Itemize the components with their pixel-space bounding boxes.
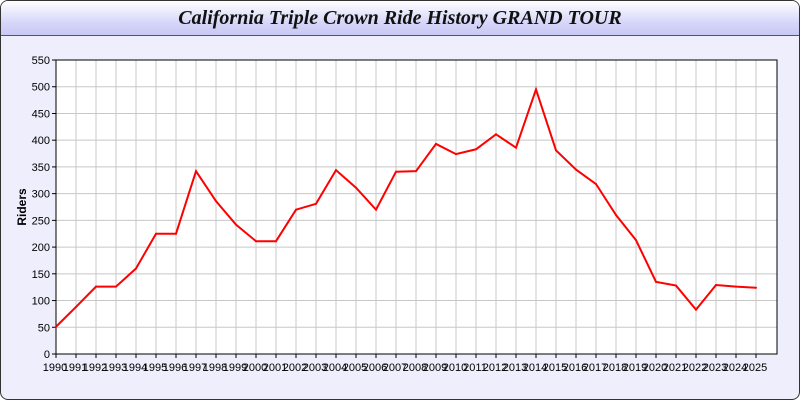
data-point (55, 325, 57, 328)
x-tick-label: 2023 (703, 362, 727, 374)
x-tick-label: 2004 (323, 362, 347, 374)
data-point (695, 308, 697, 311)
x-tick-label: 1993 (103, 362, 127, 374)
y-tick-label: 100 (32, 296, 50, 308)
x-tick-label: 2018 (603, 362, 627, 374)
x-tick-label: 2017 (583, 362, 607, 374)
data-point (735, 285, 737, 288)
x-tick-label: 2005 (343, 362, 367, 374)
data-point (595, 183, 597, 186)
x-tick-label: 2025 (743, 362, 767, 374)
data-point (455, 153, 457, 156)
y-tick-label: 200 (32, 242, 50, 254)
x-tick-label: 2010 (443, 362, 467, 374)
x-tick-label: 2016 (563, 362, 587, 374)
data-point (135, 267, 137, 270)
y-tick-label: 0 (44, 349, 50, 361)
y-tick-label: 500 (32, 82, 50, 94)
x-tick-label: 1994 (123, 362, 147, 374)
data-point (555, 149, 557, 152)
data-point (355, 186, 357, 189)
x-tick-label: 2021 (663, 362, 687, 374)
y-tick-label: 350 (32, 162, 50, 174)
x-tick-label: 2007 (383, 362, 407, 374)
y-tick-label: 50 (38, 322, 50, 334)
data-point (275, 240, 277, 243)
y-tick-label: 550 (32, 55, 50, 67)
x-tick-label: 2011 (463, 362, 487, 374)
x-tick-label: 1995 (143, 362, 167, 374)
data-point (175, 232, 177, 235)
x-tick-label: 2024 (723, 362, 747, 374)
data-point (335, 169, 337, 172)
x-tick-label: 2014 (523, 362, 547, 374)
x-tick-label: 1999 (223, 362, 247, 374)
data-point (535, 88, 537, 91)
title-bar: California Triple Crown Ride History GRA… (1, 1, 799, 36)
data-point (375, 208, 377, 211)
data-point (675, 284, 677, 287)
data-point (715, 284, 717, 287)
data-point (435, 142, 437, 145)
x-tick-label: 2020 (643, 362, 667, 374)
x-tick-label: 2001 (263, 362, 287, 374)
data-point (655, 280, 657, 283)
data-point (215, 200, 217, 203)
x-tick-label: 1991 (63, 362, 87, 374)
data-point (295, 208, 297, 211)
x-tick-label: 2002 (283, 362, 307, 374)
data-point (195, 170, 197, 173)
data-point (95, 285, 97, 288)
x-tick-label: 2022 (683, 362, 707, 374)
x-tick-label: 2012 (483, 362, 507, 374)
x-tick-label: 2013 (503, 362, 527, 374)
x-tick-label: 1997 (183, 362, 207, 374)
x-tick-label: 2003 (303, 362, 327, 374)
y-tick-label: 400 (32, 135, 50, 147)
chart-title: California Triple Crown Ride History GRA… (178, 7, 622, 29)
data-point (235, 223, 237, 226)
plot-border (55, 59, 778, 355)
data-point (255, 240, 257, 243)
x-tick-label: 2019 (623, 362, 647, 374)
x-tick-label: 2006 (363, 362, 387, 374)
y-tick-label: 150 (32, 269, 50, 281)
x-tick-label: 1998 (203, 362, 227, 374)
x-tick-label: 2000 (243, 362, 267, 374)
series-line (55, 86, 757, 328)
x-tick-label: 1992 (83, 362, 107, 374)
data-point (395, 170, 397, 173)
y-tick-label: 300 (32, 189, 50, 201)
y-axis-label: Riders (15, 188, 29, 226)
y-tick-label: 250 (32, 215, 50, 227)
data-point (475, 148, 477, 151)
data-point (515, 146, 517, 149)
data-point (155, 232, 157, 235)
x-tick-label: 2015 (543, 362, 567, 374)
data-point (415, 170, 417, 173)
data-point (615, 214, 617, 217)
x-tick-label: 1990 (43, 362, 67, 374)
x-tick-label: 1996 (163, 362, 187, 374)
x-tick-label: 2009 (423, 362, 447, 374)
data-point (495, 133, 497, 136)
x-tick-label: 2008 (403, 362, 427, 374)
data-point (755, 286, 757, 289)
data-point (75, 305, 77, 308)
data-point (575, 168, 577, 171)
data-point (115, 285, 117, 288)
data-point (635, 239, 637, 242)
y-tick-label: 450 (32, 108, 50, 120)
data-point (315, 202, 317, 205)
